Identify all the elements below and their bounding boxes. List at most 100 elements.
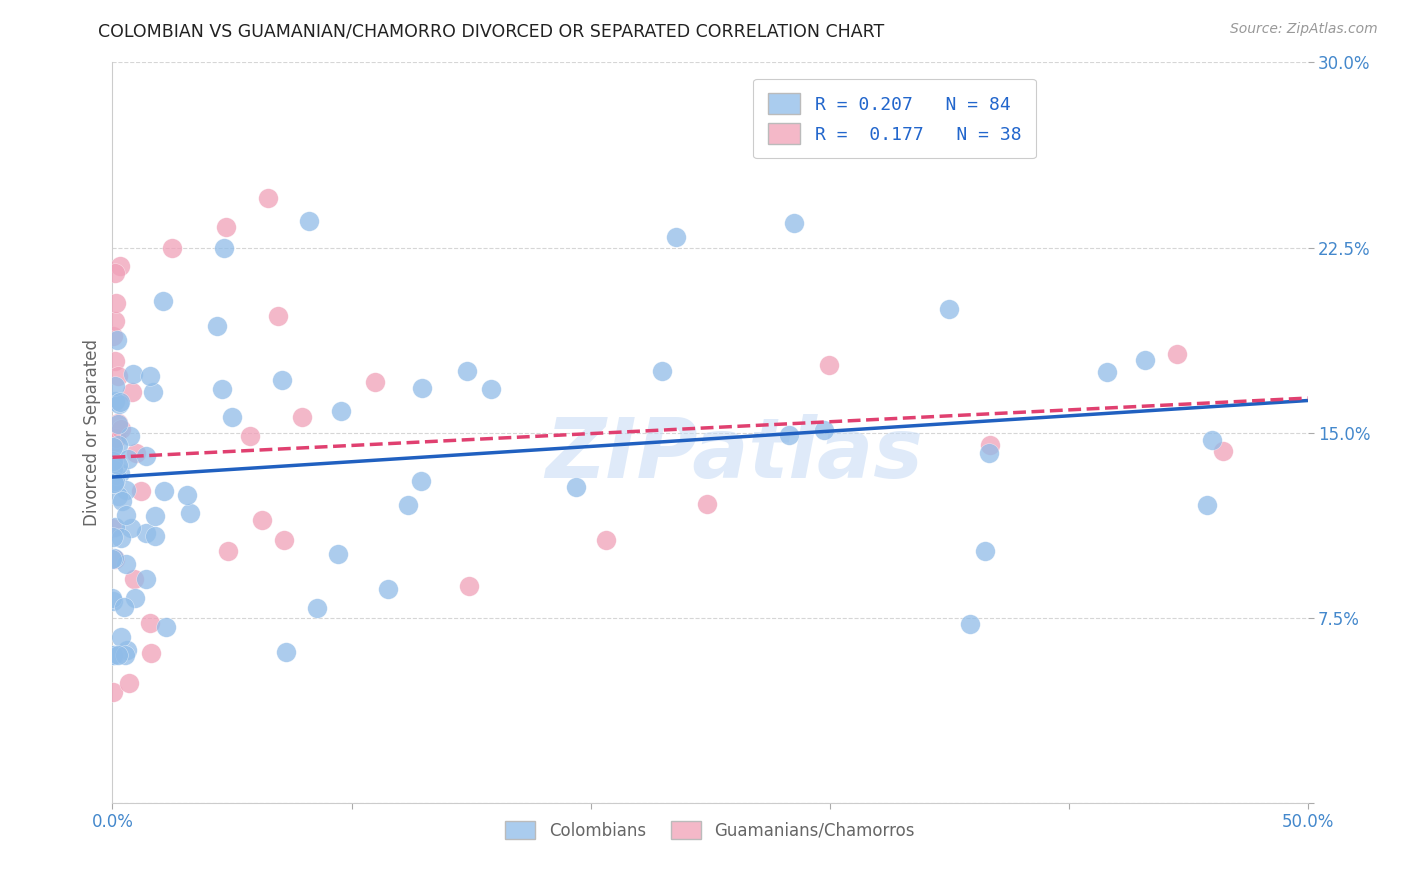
Point bbox=[273, 533, 295, 547]
Point bbox=[1212, 444, 1234, 458]
Point bbox=[1201, 433, 1223, 447]
Point bbox=[110, 630, 132, 644]
Point bbox=[139, 646, 162, 660]
Point bbox=[114, 600, 136, 615]
Point bbox=[122, 367, 145, 381]
Point bbox=[103, 476, 125, 491]
Point bbox=[396, 498, 419, 512]
Point bbox=[938, 302, 960, 317]
Point bbox=[1166, 347, 1188, 361]
Point bbox=[298, 214, 321, 228]
Point bbox=[153, 483, 176, 498]
Point bbox=[104, 314, 127, 328]
Point bbox=[110, 260, 132, 274]
Point bbox=[595, 533, 617, 548]
Point bbox=[101, 594, 124, 608]
Point bbox=[326, 547, 349, 561]
Point bbox=[110, 394, 132, 409]
Point bbox=[290, 410, 312, 425]
Point bbox=[1095, 365, 1118, 379]
Point bbox=[974, 544, 997, 558]
Point bbox=[143, 509, 166, 524]
Point bbox=[696, 497, 718, 511]
Point bbox=[107, 417, 129, 431]
Point bbox=[979, 438, 1001, 452]
Point bbox=[411, 381, 433, 395]
Y-axis label: Divorced or Separated: Divorced or Separated bbox=[83, 339, 101, 526]
Point bbox=[215, 220, 238, 235]
Text: ZIPatlas: ZIPatlas bbox=[546, 414, 922, 495]
Point bbox=[101, 436, 124, 450]
Point bbox=[1133, 353, 1156, 368]
Point bbox=[115, 557, 138, 571]
Point bbox=[271, 372, 294, 386]
Point bbox=[129, 484, 152, 499]
Point bbox=[257, 191, 280, 205]
Point bbox=[124, 572, 146, 586]
Point bbox=[651, 364, 673, 378]
Point bbox=[104, 474, 127, 488]
Point bbox=[104, 378, 127, 392]
Point bbox=[105, 432, 128, 446]
Point bbox=[135, 526, 157, 541]
Point bbox=[101, 530, 124, 544]
Point bbox=[1195, 498, 1218, 512]
Text: Source: ZipAtlas.com: Source: ZipAtlas.com bbox=[1230, 22, 1378, 37]
Point bbox=[179, 506, 201, 520]
Point bbox=[107, 489, 129, 503]
Point bbox=[103, 550, 125, 565]
Point bbox=[103, 475, 125, 490]
Point bbox=[458, 579, 481, 593]
Point bbox=[665, 230, 688, 244]
Point bbox=[456, 364, 478, 378]
Point bbox=[205, 319, 228, 334]
Text: COLOMBIAN VS GUAMANIAN/CHAMORRO DIVORCED OR SEPARATED CORRELATION CHART: COLOMBIAN VS GUAMANIAN/CHAMORRO DIVORCED… bbox=[98, 22, 884, 40]
Point bbox=[107, 648, 129, 662]
Point bbox=[114, 648, 136, 662]
Point bbox=[155, 620, 177, 634]
Point bbox=[108, 467, 131, 481]
Point bbox=[782, 216, 804, 230]
Point bbox=[121, 385, 143, 400]
Point bbox=[176, 488, 198, 502]
Point bbox=[107, 458, 129, 472]
Point bbox=[110, 422, 132, 436]
Point bbox=[105, 333, 128, 347]
Point bbox=[104, 520, 127, 534]
Point bbox=[104, 551, 127, 566]
Point bbox=[101, 648, 124, 662]
Point bbox=[239, 428, 262, 442]
Point bbox=[107, 417, 129, 431]
Point bbox=[363, 375, 385, 389]
Point bbox=[135, 449, 157, 463]
Point bbox=[959, 617, 981, 632]
Point bbox=[813, 423, 835, 437]
Point bbox=[250, 513, 273, 527]
Point bbox=[221, 409, 243, 424]
Point bbox=[217, 544, 239, 558]
Point bbox=[267, 310, 290, 324]
Point bbox=[114, 508, 136, 522]
Point bbox=[101, 457, 124, 471]
Point bbox=[142, 384, 165, 399]
Point bbox=[124, 591, 146, 605]
Point bbox=[307, 601, 329, 615]
Point bbox=[103, 648, 125, 662]
Point bbox=[104, 354, 127, 368]
Point bbox=[565, 480, 588, 494]
Point bbox=[276, 645, 298, 659]
Point bbox=[377, 582, 399, 596]
Point bbox=[117, 452, 139, 467]
Point bbox=[110, 531, 132, 545]
Point bbox=[101, 454, 124, 468]
Point bbox=[162, 240, 183, 255]
Point bbox=[110, 494, 132, 508]
Point bbox=[104, 266, 127, 280]
Point bbox=[101, 551, 124, 566]
Legend: Colombians, Guamanians/Chamorros: Colombians, Guamanians/Chamorros bbox=[499, 814, 921, 847]
Point bbox=[479, 382, 502, 396]
Point bbox=[104, 296, 127, 310]
Point bbox=[101, 471, 124, 485]
Point bbox=[778, 427, 800, 442]
Point bbox=[120, 521, 142, 535]
